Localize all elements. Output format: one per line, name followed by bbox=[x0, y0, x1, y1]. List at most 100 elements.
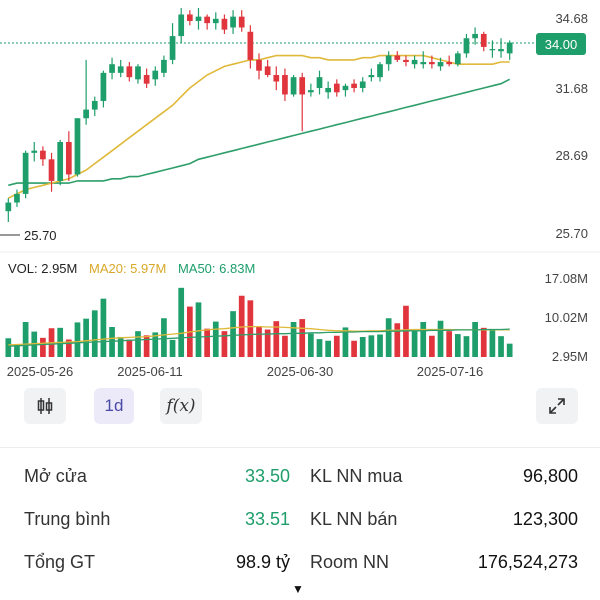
volume-bar bbox=[169, 339, 176, 357]
candle-body bbox=[377, 64, 383, 78]
price-tick-label: 28.69 bbox=[555, 148, 588, 163]
candle bbox=[290, 75, 297, 97]
volume-bar bbox=[65, 339, 72, 357]
candlestick-icon[interactable] bbox=[24, 388, 66, 424]
candle-body bbox=[264, 66, 271, 76]
candle bbox=[212, 12, 219, 30]
expand-icon[interactable] bbox=[536, 388, 578, 424]
candle-body bbox=[333, 83, 340, 93]
candle-body bbox=[221, 18, 228, 30]
volume-bar bbox=[126, 339, 133, 357]
volume-bar bbox=[178, 287, 185, 357]
candle-body bbox=[299, 77, 306, 95]
stat-label: Room NN bbox=[310, 552, 390, 572]
volume-bar bbox=[377, 334, 383, 357]
volume-bar bbox=[14, 344, 20, 357]
volume-bar bbox=[498, 336, 504, 357]
candle-body bbox=[126, 66, 133, 78]
candle bbox=[282, 68, 288, 101]
volume-bar bbox=[230, 311, 236, 357]
volume-bars bbox=[5, 287, 513, 357]
candle-body bbox=[256, 59, 262, 71]
candle-body bbox=[290, 77, 297, 95]
date-tick-label: 2025-05-26 bbox=[7, 364, 74, 379]
candle bbox=[472, 27, 478, 45]
candle-body bbox=[143, 75, 150, 84]
caret-down-icon[interactable]: ▼ bbox=[292, 582, 304, 596]
ma50-line bbox=[8, 78, 511, 187]
last-price-badge bbox=[536, 33, 586, 55]
volume-bar bbox=[221, 331, 228, 357]
candle-body bbox=[135, 66, 141, 80]
volume-bar bbox=[454, 334, 461, 357]
candle-body bbox=[91, 100, 98, 110]
candle-body bbox=[351, 83, 357, 88]
interval-button[interactable]: 1d bbox=[94, 388, 134, 424]
volume-bar bbox=[506, 343, 513, 357]
candle bbox=[22, 150, 29, 199]
volume-bar bbox=[100, 298, 107, 357]
candle bbox=[169, 23, 176, 65]
candle bbox=[308, 83, 314, 97]
function-icon[interactable]: f(x) bbox=[160, 388, 202, 424]
volume-bar bbox=[5, 338, 12, 357]
candle bbox=[204, 14, 210, 30]
divider bbox=[0, 447, 600, 448]
candle bbox=[247, 25, 254, 69]
candle bbox=[83, 59, 89, 125]
volume-bar bbox=[290, 322, 297, 357]
price-tick-label: 25.70 bbox=[555, 226, 588, 241]
volume-bar bbox=[109, 327, 115, 357]
date-tick-label: 2025-06-11 bbox=[117, 364, 183, 379]
candle-body bbox=[420, 62, 427, 65]
candle bbox=[394, 51, 401, 63]
volume-bar bbox=[74, 322, 81, 357]
candle-body bbox=[342, 85, 349, 91]
stat-label: Trung bình bbox=[24, 509, 111, 529]
volume-legend: VOL: 2.95M MA20: 5.97M MA50: 6.83M bbox=[8, 261, 263, 276]
date-tick-label: 2025-07-16 bbox=[417, 364, 484, 379]
volume-bar bbox=[247, 300, 254, 357]
volume-bar bbox=[429, 335, 435, 357]
volume-tick-label: 10.02M bbox=[545, 310, 588, 325]
volume-bar bbox=[282, 335, 288, 357]
candle bbox=[351, 79, 357, 93]
min-price-label: 25.70 bbox=[24, 228, 57, 243]
candle bbox=[186, 10, 193, 26]
volume-ma-lines bbox=[8, 325, 510, 347]
volume-bar bbox=[333, 335, 340, 357]
candle-body bbox=[204, 16, 210, 24]
candle bbox=[135, 64, 141, 84]
candle-body bbox=[506, 42, 513, 54]
volume-bar bbox=[212, 321, 219, 357]
candle-body bbox=[498, 49, 504, 52]
volume-bar bbox=[316, 339, 323, 357]
candle-body bbox=[31, 150, 38, 153]
candle bbox=[256, 53, 262, 80]
volume-bar bbox=[91, 310, 98, 357]
candle-body bbox=[152, 70, 159, 80]
candle-body bbox=[83, 109, 89, 119]
candle-body bbox=[437, 62, 444, 67]
volume-tick-label: 2.95M bbox=[552, 349, 588, 364]
candle bbox=[273, 66, 280, 91]
candle-body bbox=[169, 36, 176, 60]
candle bbox=[403, 55, 409, 67]
volume-bar bbox=[204, 328, 210, 357]
volume-bar bbox=[299, 319, 306, 357]
volume-bar bbox=[359, 337, 366, 357]
candle bbox=[437, 57, 444, 71]
candle bbox=[5, 198, 12, 222]
candle bbox=[230, 10, 236, 34]
candle-body bbox=[325, 87, 332, 93]
candle bbox=[178, 8, 185, 43]
stock-chart[interactable]: 34.68 31.68 28.69 25.70 17.08M 10.02M 2.95M 25.… bbox=[0, 0, 600, 385]
candle bbox=[325, 81, 332, 99]
candle-body bbox=[368, 75, 375, 78]
candle-body bbox=[446, 62, 453, 65]
stat-label: KL NN bán bbox=[310, 509, 398, 529]
volume-bar bbox=[325, 340, 332, 357]
candle-body bbox=[273, 75, 280, 82]
volume-bar bbox=[195, 302, 202, 357]
candle bbox=[420, 51, 427, 69]
